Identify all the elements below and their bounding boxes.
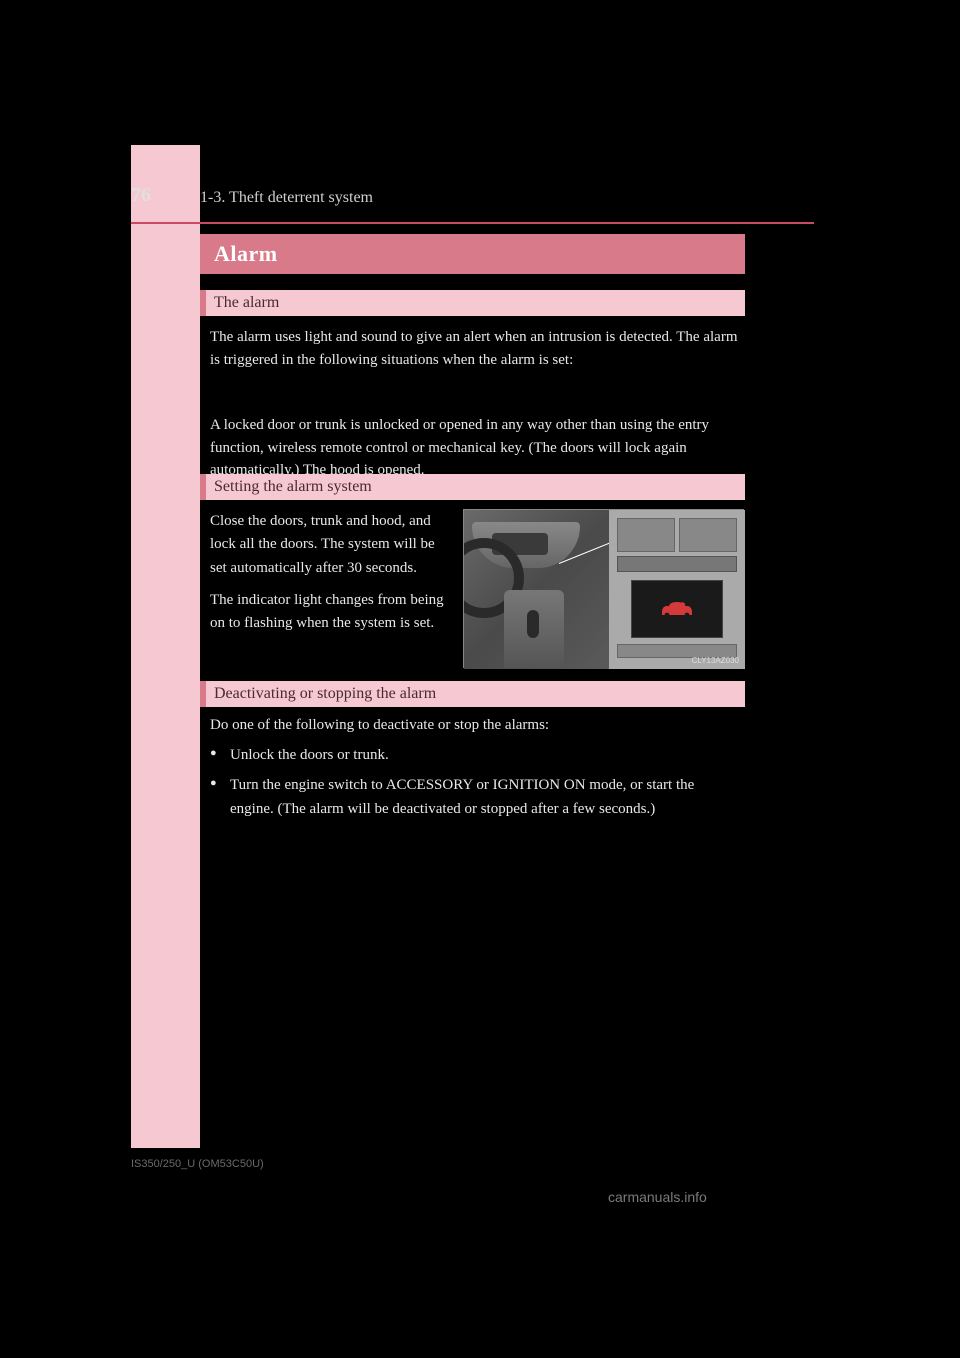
doc-code: IS350/250_U (OM53C50U)	[131, 1158, 264, 1170]
deactivate-lead: Do one of the following to deactivate or…	[210, 717, 549, 734]
section-heading-label: The alarm	[214, 294, 279, 312]
list-item: Turn the engine switch to ACCESSORY or I…	[210, 774, 740, 821]
section-alarm-para-2: A locked door or trunk is unlocked or op…	[210, 414, 740, 482]
header-rule	[131, 222, 814, 224]
section-setting-text: Close the doors, trunk and hood, and loc…	[210, 510, 450, 644]
indicator-display	[631, 580, 723, 638]
section-heading-setting: Setting the alarm system	[200, 474, 745, 500]
section-setting-para-1: Close the doors, trunk and hood, and loc…	[210, 510, 450, 580]
left-sidebar	[131, 145, 200, 1148]
car-lock-icon	[659, 598, 695, 620]
deactivate-bullets: Unlock the doors or trunk. Turn the engi…	[210, 744, 740, 828]
section-setting-para-2: The indicator light changes from being o…	[210, 589, 450, 636]
section-heading-label: Deactivating or stopping the alarm	[214, 685, 436, 703]
page-title-bar: Alarm	[200, 234, 745, 274]
figure-interior-illustration	[464, 510, 609, 669]
section-heading-alarm: The alarm	[200, 290, 745, 316]
figure-indicator-panel	[609, 510, 745, 669]
section-alarm-para-1: The alarm uses light and sound to give a…	[210, 326, 740, 371]
dashboard-figure: CLY13AZ030	[463, 509, 744, 668]
figure-code: CLY13AZ030	[692, 656, 739, 665]
list-item: Unlock the doors or trunk.	[210, 744, 740, 767]
page-number: 76	[131, 184, 151, 207]
section-heading-label: Setting the alarm system	[214, 478, 372, 496]
chapter-label: 1-3. Theft deterrent system	[200, 189, 373, 207]
footer-watermark: carmanuals.info	[608, 1189, 707, 1205]
section-heading-deactivating: Deactivating or stopping the alarm	[200, 681, 745, 707]
page-title: Alarm	[214, 241, 278, 267]
